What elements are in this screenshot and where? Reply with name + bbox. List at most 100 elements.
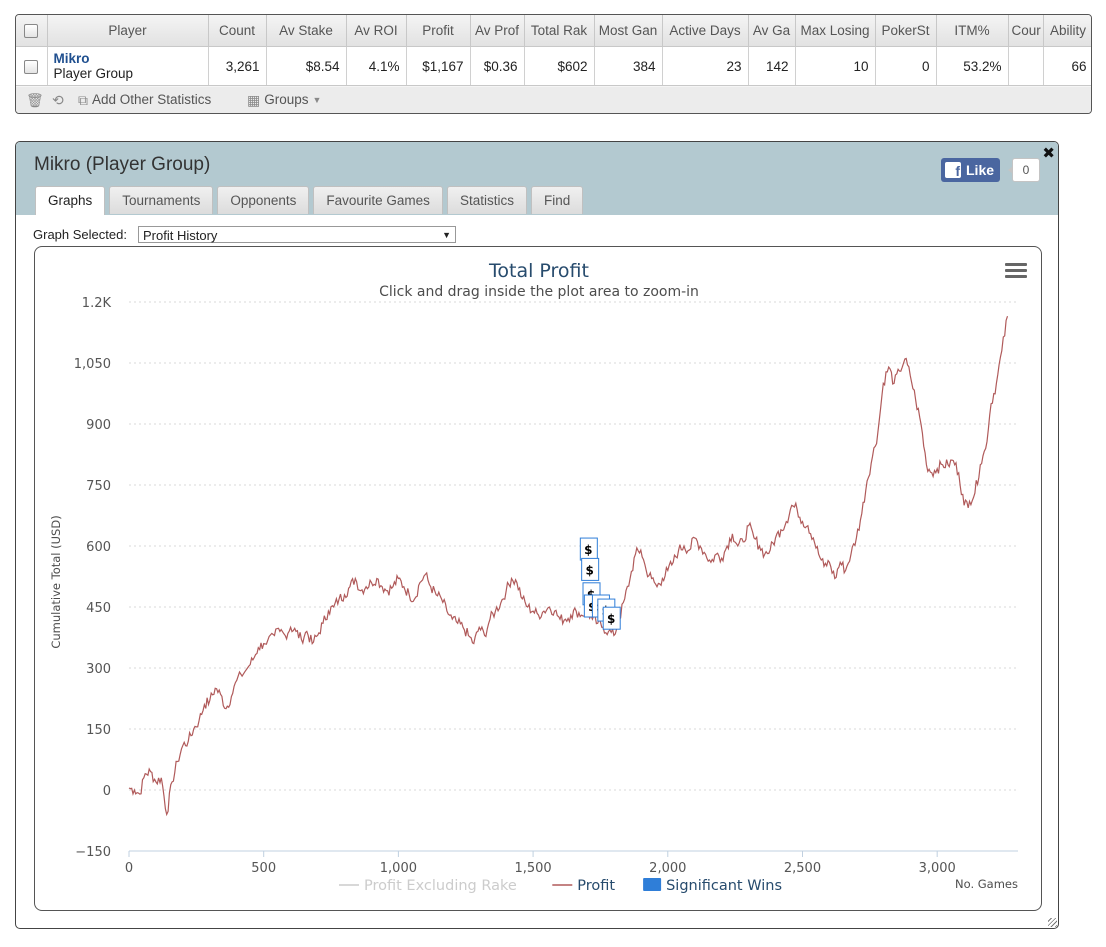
y-tick-label: 300 (86, 662, 111, 677)
profit-chart[interactable]: Total Profit Click and drag inside the p… (35, 247, 1041, 910)
like-label: Like (966, 162, 995, 178)
table-cell: 23 (662, 46, 749, 86)
column-header[interactable]: Active Days (662, 15, 749, 47)
tab-find[interactable]: Find (530, 186, 584, 214)
table-cell: 53.2% (936, 46, 1009, 86)
x-tick-label: 500 (251, 861, 276, 876)
chart-title: Total Profit (488, 260, 589, 282)
flag-box (581, 557, 600, 581)
legend-symbol (643, 878, 662, 891)
legend-item-label: Significant Wins (666, 878, 782, 894)
x-tick-label: 1,000 (380, 861, 417, 876)
select-all-checkbox[interactable] (16, 15, 48, 47)
table-cell: $1,167 (406, 46, 471, 86)
graph-select-value: Profit History (143, 228, 218, 243)
like-count: 0 (1008, 158, 1040, 182)
y-tick-label: 600 (86, 540, 111, 555)
profit-series-line (128, 316, 1009, 817)
significant-win-flag: $ (579, 537, 598, 561)
table-cell: $8.54 (266, 46, 347, 86)
row-checkbox[interactable] (16, 46, 48, 86)
refresh-icon[interactable]: ⟲ (52, 92, 64, 108)
groups-label: Groups (264, 92, 309, 107)
chart-legend: Profit Excluding Rake Profit Significant W… (339, 878, 782, 894)
column-header[interactable]: Profit (406, 15, 471, 47)
tab-graphs[interactable]: Graphs (35, 186, 106, 215)
copy-icon: ⧉ (78, 92, 88, 108)
table-row[interactable]: Mikro Player Group 3,261 $8.54 4.1% $1,1… (16, 46, 1091, 86)
x-tick-label: 1,500 (514, 861, 551, 876)
tab-opponents[interactable]: Opponents (217, 186, 310, 214)
tab-favourite-games[interactable]: Favourite Games (313, 186, 443, 214)
flag-label: $ (607, 612, 615, 626)
player-name-link[interactable]: Mikro (53, 51, 90, 66)
column-header[interactable]: Cour (1008, 15, 1044, 47)
table-cell: $0.36 (470, 46, 525, 86)
table-cell: 0 (875, 46, 937, 86)
y-tick-label: 450 (86, 601, 111, 616)
significant-win-flag: $ (581, 557, 600, 581)
significant-win-flag: $ (602, 606, 621, 630)
flag-label: $ (584, 543, 592, 557)
column-header[interactable]: Most Gan (594, 15, 663, 47)
groups-icon: ▦ (247, 92, 261, 108)
column-header[interactable]: Max Losing (795, 15, 876, 47)
chart-menu-icon[interactable] (1005, 263, 1027, 281)
column-header[interactable]: PokerSt (875, 15, 937, 47)
graph-select-dropdown[interactable]: Profit History ▼ (138, 226, 456, 243)
axis-layer: −150 0 150 300 450 600 750 900 1,050 1.2K 0 500 1,00… (74, 296, 1018, 876)
profile-title: Mikro (Player Group) (34, 154, 211, 175)
resize-handle[interactable] (1048, 918, 1057, 927)
column-header[interactable]: Ability (1043, 15, 1091, 47)
tab-bar: Graphs Tournaments Opponents Favourite G… (35, 186, 584, 215)
add-statistics-label: Add Other Statistics (92, 92, 212, 107)
table-cell: 10 (795, 46, 876, 86)
chart-container[interactable]: Total Profit Click and drag inside the p… (34, 246, 1042, 911)
column-header[interactable]: Count (208, 15, 267, 47)
flag-layer: $$$$$$$ (579, 537, 621, 630)
x-tick-label: 2,000 (649, 861, 686, 876)
stats-toolbar: 🗑 ⟲ ⧉ Add Other Statistics ▦ Groups ▼ (16, 87, 1091, 113)
column-header[interactable]: Av Ga (748, 15, 796, 47)
x-tick-label: 3,000 (919, 861, 956, 876)
column-header[interactable]: ITM% (936, 15, 1009, 47)
graph-select-row: Graph Selected: Profit History ▼ (33, 226, 456, 243)
flag-box (602, 606, 621, 630)
series-layer (128, 316, 1009, 817)
column-header[interactable]: Av Stake (266, 15, 347, 47)
stats-table: Player Count Av Stake Av ROI Profit Av P… (16, 15, 1091, 86)
profile-header: Mikro (Player Group) f Like 0 ✖ Graphs T… (16, 142, 1058, 215)
table-cell: 142 (748, 46, 796, 86)
table-cell: $602 (524, 46, 595, 86)
y-axis-title: Cumulative Total (USD) (49, 515, 63, 648)
y-tick-label: 900 (86, 418, 111, 433)
column-header[interactable]: Total Rak (524, 15, 595, 47)
groups-dropdown[interactable]: ▦ Groups ▼ (247, 91, 321, 109)
chevron-down-icon: ▼ (312, 95, 322, 105)
player-cell: Mikro Player Group (47, 46, 209, 86)
facebook-like-button[interactable]: f Like (941, 158, 1001, 182)
facebook-icon: f (945, 162, 961, 178)
profile-panel: Mikro (Player Group) f Like 0 ✖ Graphs T… (15, 141, 1059, 929)
x-axis-title: No. Games (955, 877, 1018, 891)
dropdown-arrow-icon: ▼ (442, 230, 451, 240)
table-cell (1008, 46, 1044, 86)
close-icon[interactable]: ✖ (1042, 144, 1055, 162)
column-header[interactable]: Av Prof (470, 15, 525, 47)
trash-icon[interactable]: 🗑 (26, 92, 44, 108)
column-header[interactable]: Av ROI (346, 15, 407, 47)
column-header[interactable]: Player (47, 15, 209, 47)
y-tick-label: 750 (86, 479, 111, 494)
y-tick-label: 1,050 (74, 357, 111, 372)
legend-item-label: Profit Excluding Rake (364, 878, 517, 894)
y-tick-label: 150 (86, 723, 111, 738)
x-tick-label: 0 (125, 861, 133, 876)
tab-statistics[interactable]: Statistics (446, 186, 527, 214)
legend-item-label: Profit (577, 878, 615, 894)
table-cell: 3,261 (208, 46, 267, 86)
add-statistics-button[interactable]: ⧉ Add Other Statistics (78, 91, 211, 109)
table-cell: 66 (1043, 46, 1091, 86)
table-header-row: Player Count Av Stake Av ROI Profit Av P… (16, 15, 1091, 47)
tab-tournaments[interactable]: Tournaments (109, 186, 214, 214)
y-tick-label: 1.2K (82, 296, 112, 311)
